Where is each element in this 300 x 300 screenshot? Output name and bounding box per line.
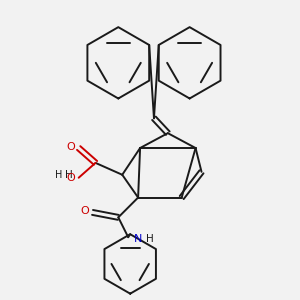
Text: H: H xyxy=(146,234,154,244)
Text: H: H xyxy=(55,170,62,180)
Text: H: H xyxy=(65,170,73,180)
Text: O: O xyxy=(66,142,75,152)
Text: N: N xyxy=(134,234,142,244)
Text: O: O xyxy=(66,173,75,183)
Text: O: O xyxy=(80,206,89,216)
